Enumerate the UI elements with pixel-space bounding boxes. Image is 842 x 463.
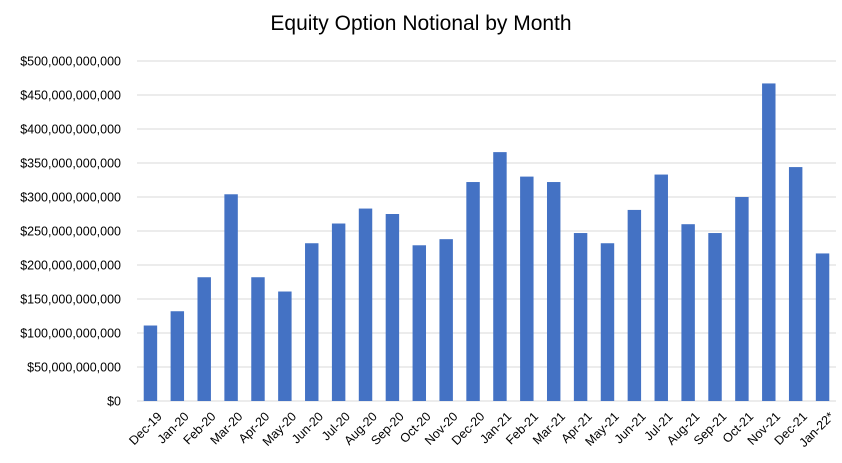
y-tick-label: $400,000,000,000 (20, 123, 121, 137)
bar (735, 197, 749, 401)
bar (708, 233, 722, 401)
bar (762, 83, 776, 401)
y-tick-label: $0 (107, 395, 121, 409)
bar (197, 277, 211, 401)
bar (654, 174, 668, 401)
bar (546, 182, 561, 401)
bars (143, 83, 830, 401)
bar (278, 291, 292, 401)
y-tick-label: $100,000,000,000 (20, 327, 121, 341)
y-tick-label: $350,000,000,000 (20, 157, 121, 171)
bar (681, 224, 695, 401)
bar (627, 209, 642, 401)
bar (466, 182, 480, 401)
bar (600, 243, 615, 401)
bar (305, 243, 319, 401)
y-tick-label: $300,000,000,000 (20, 191, 121, 205)
bar (573, 233, 588, 401)
bar (251, 277, 265, 401)
bar (412, 245, 427, 401)
bar (170, 311, 185, 401)
bar (385, 214, 400, 401)
y-tick-label: $250,000,000,000 (20, 225, 121, 239)
y-tick-label: $150,000,000,000 (20, 293, 121, 307)
bar (493, 152, 507, 401)
bar (224, 194, 238, 401)
bar (439, 239, 453, 401)
y-tick-label: $500,000,000,000 (20, 55, 121, 69)
y-tick-label: $200,000,000,000 (20, 259, 121, 273)
bar (788, 167, 803, 401)
x-axis-tick-labels: Dec-19Jan-20Feb-20Mar-20Apr-20May-20Jun-… (126, 409, 837, 449)
bar (520, 176, 534, 401)
bar (331, 223, 346, 401)
bar (143, 325, 158, 401)
bar (358, 208, 373, 401)
chart-title: Equity Option Notional by Month (270, 12, 572, 35)
gridlines (137, 60, 836, 402)
bar (815, 253, 830, 401)
y-tick-label: $450,000,000,000 (20, 89, 121, 103)
y-tick-label: $50,000,000,000 (27, 361, 121, 375)
y-axis-tick-labels: $0 $50,000,000,000 $100,000,000,000 $150,00… (20, 55, 121, 409)
